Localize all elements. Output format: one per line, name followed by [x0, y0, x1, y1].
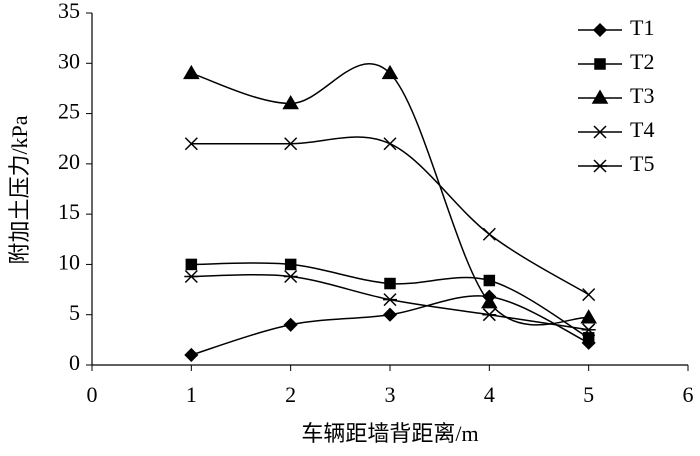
marker: [580, 309, 597, 324]
marker: [383, 137, 397, 151]
marker: [482, 308, 497, 322]
marker: [594, 58, 606, 70]
y-tick-label: 0: [69, 350, 80, 375]
marker: [383, 293, 397, 307]
x-tick-label: 2: [285, 382, 296, 407]
legend-label: T1: [630, 15, 654, 40]
marker: [184, 137, 198, 151]
series-line: [191, 63, 589, 326]
marker: [582, 332, 595, 344]
x-tick-label: 5: [583, 382, 594, 407]
marker: [481, 294, 498, 309]
marker: [482, 227, 496, 241]
marker: [283, 317, 298, 332]
y-tick-label: 15: [58, 199, 80, 224]
y-tick-label: 20: [58, 149, 80, 174]
marker: [384, 277, 396, 290]
marker: [591, 89, 609, 104]
marker: [284, 137, 298, 151]
marker: [185, 258, 198, 271]
series-line: [191, 136, 590, 296]
marker: [282, 95, 299, 110]
x-tick-label: 1: [186, 382, 197, 407]
y-tick-label: 25: [58, 99, 80, 124]
legend-label: T4: [630, 117, 654, 142]
x-axis-label: 车辆距墙背距离/m: [301, 421, 478, 446]
y-tick-label: 30: [58, 48, 80, 73]
marker: [592, 22, 608, 38]
marker: [593, 125, 607, 139]
marker: [582, 288, 596, 302]
marker: [284, 258, 297, 271]
legend-label: T5: [630, 151, 654, 176]
x-tick-label: 4: [484, 382, 495, 407]
marker: [283, 269, 298, 284]
legend-label: T2: [630, 49, 654, 74]
marker: [483, 274, 496, 287]
x-tick-label: 6: [683, 382, 694, 407]
y-tick-label: 10: [58, 249, 80, 274]
series-line: [191, 295, 589, 356]
marker: [184, 347, 199, 363]
marker: [382, 307, 398, 322]
legend-label: T3: [630, 83, 654, 108]
marker: [381, 64, 399, 80]
x-tick-label: 3: [385, 382, 396, 407]
x-tick-label: 0: [87, 382, 98, 407]
y-tick-label: 35: [58, 0, 80, 23]
marker: [184, 269, 199, 284]
marker: [581, 323, 596, 337]
y-axis-label: 附加土压力/kPa: [7, 115, 32, 264]
y-tick-label: 5: [69, 300, 80, 325]
marker: [593, 159, 607, 173]
marker: [183, 64, 200, 80]
